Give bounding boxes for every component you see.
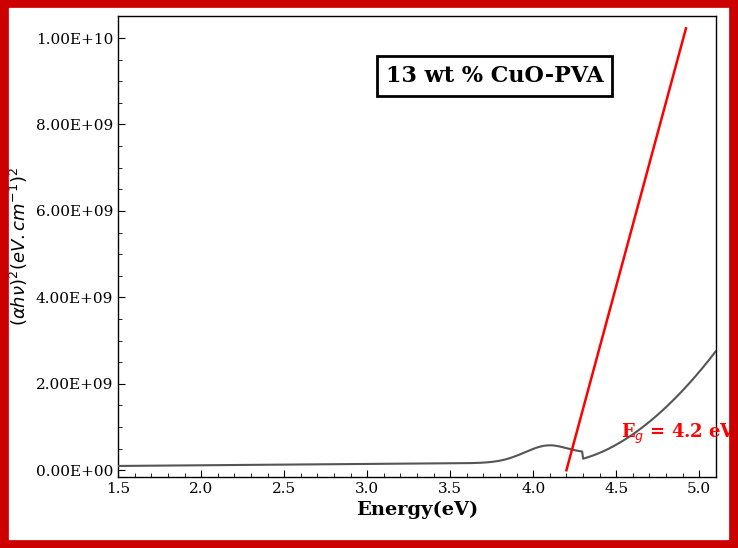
- X-axis label: Energy(eV): Energy(eV): [356, 501, 478, 520]
- Text: 13 wt % CuO-PVA: 13 wt % CuO-PVA: [386, 65, 604, 87]
- Text: E$_g$ = 4.2 eV: E$_g$ = 4.2 eV: [621, 421, 736, 446]
- Y-axis label: $(\alpha h\nu)^2(eV.cm^{-1})^2$: $(\alpha h\nu)^2(eV.cm^{-1})^2$: [8, 167, 30, 326]
